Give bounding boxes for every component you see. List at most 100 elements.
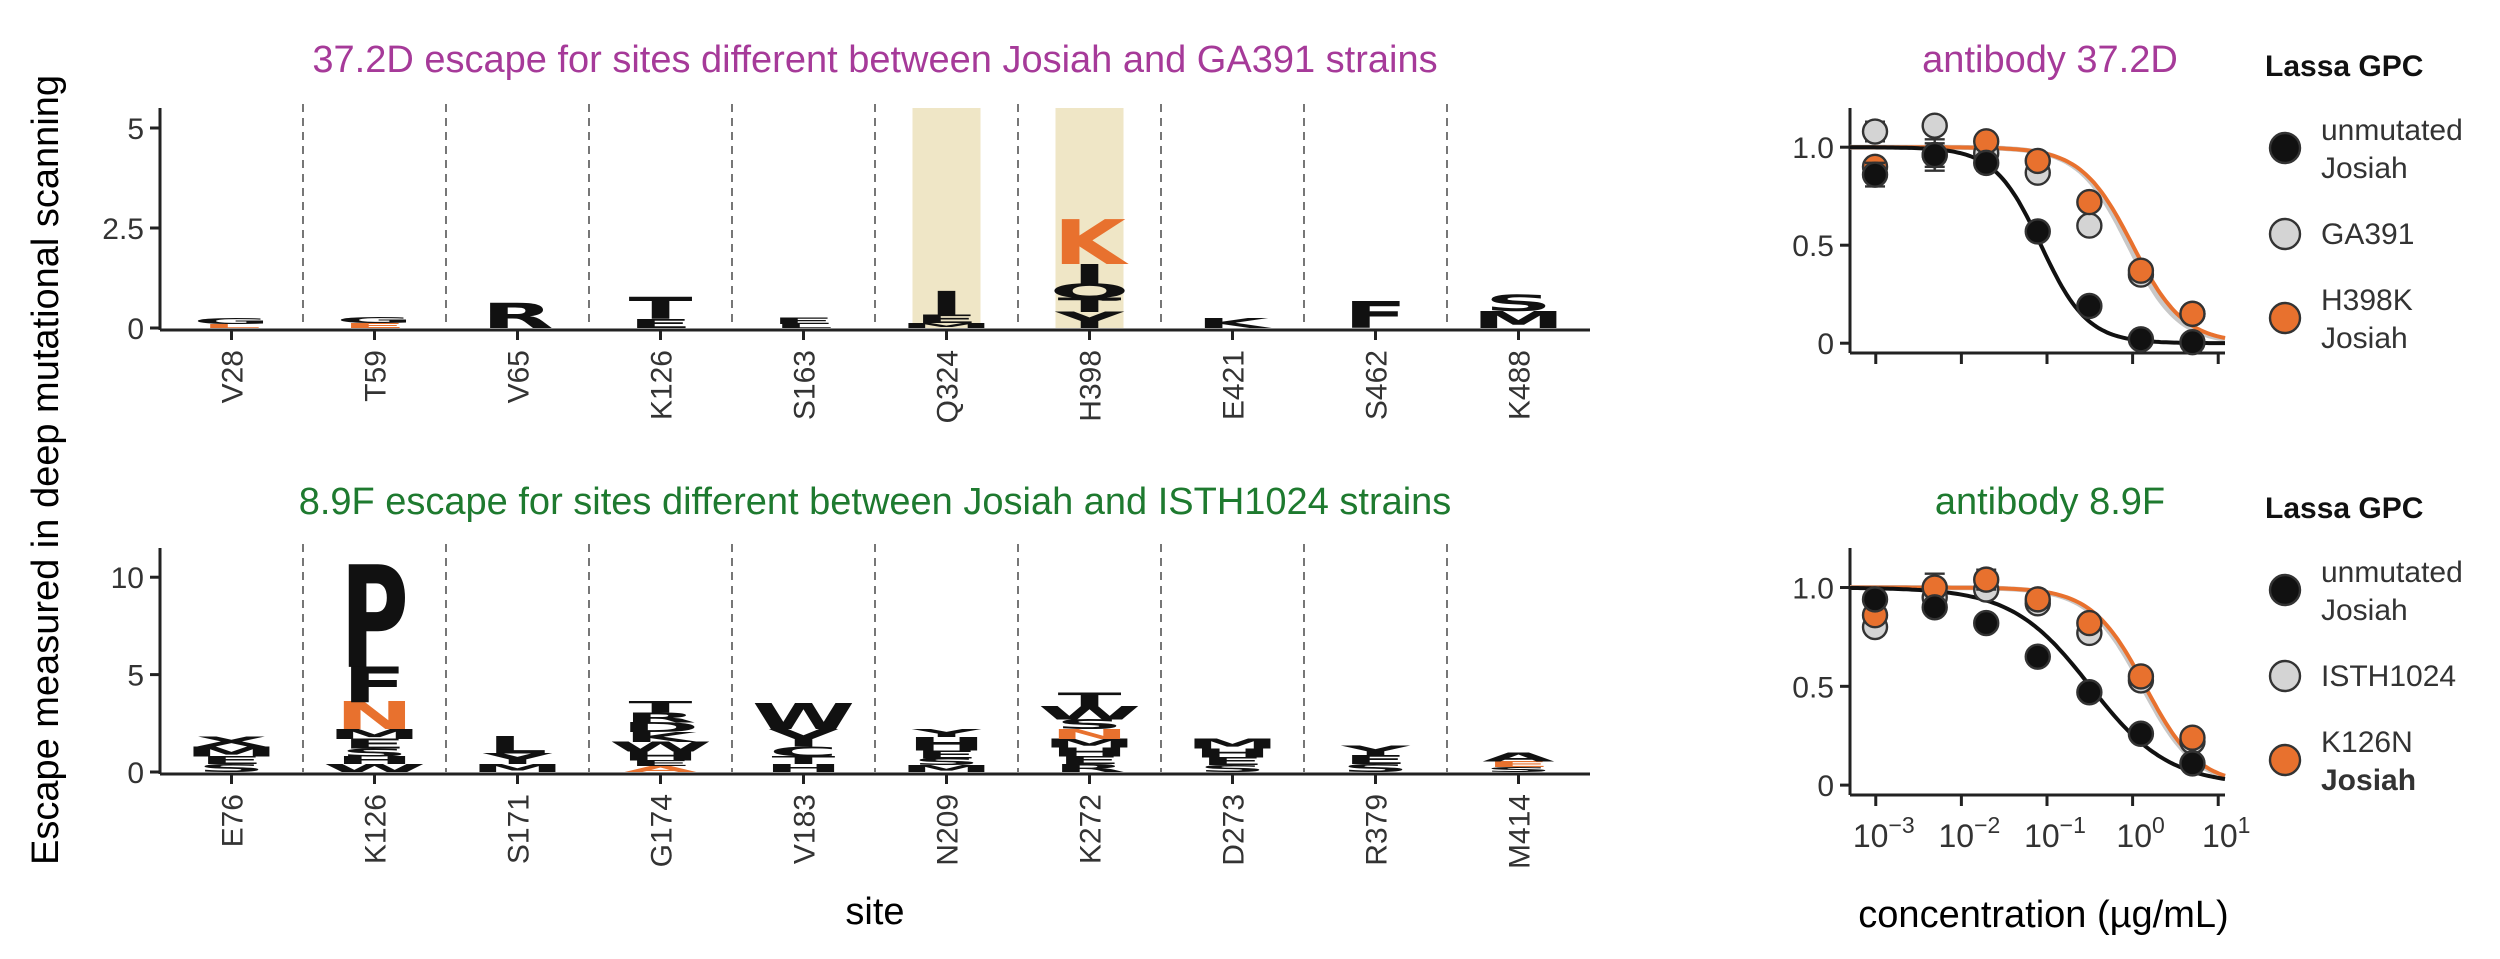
legend-label: Josiah (2321, 322, 2408, 355)
logo-letter: F (343, 657, 407, 714)
legend-title: Lassa GPC (2265, 50, 2423, 83)
logo-letter: S (341, 746, 408, 759)
data-point (1973, 566, 2000, 593)
logo-letter: W (323, 762, 426, 775)
logo-letter: W (1038, 702, 1141, 724)
logo-letter: H (335, 754, 413, 767)
logo-letter: E (915, 748, 979, 761)
panel-title: 37.2D escape for sites different between… (312, 39, 1437, 81)
legend-label: ISTH1024 (2321, 660, 2456, 693)
x-tick-exponent: −3 (1888, 812, 1914, 838)
logo-letter: S (1056, 717, 1123, 733)
logo-letter: G (193, 317, 270, 326)
site-label: N209 (932, 794, 965, 866)
data-point (2024, 643, 2051, 670)
x-tick-label: 10−3 (1853, 812, 1915, 854)
logo-letter: S (1199, 763, 1266, 774)
x-tick-label: 10−1 (2024, 812, 2086, 854)
logo-letter: T (629, 698, 693, 717)
data-point (2024, 147, 2051, 175)
data-point (2127, 720, 2155, 747)
y-tick-label: 5 (127, 660, 144, 693)
y-tick-label: 5 (127, 113, 144, 146)
x-tick-base: 10 (1938, 818, 1974, 854)
site-label: K272 (1075, 794, 1108, 864)
site-label: D273 (1218, 794, 1251, 866)
data-point (1921, 594, 1948, 621)
logo-letter: T (1058, 688, 1122, 710)
logo-letter: N (1050, 726, 1128, 742)
y-tick-label: 0 (127, 757, 144, 790)
x-tick-exponent: −1 (2060, 812, 2086, 838)
site-label: K126 (360, 794, 393, 864)
y-tick-label: 0.5 (1792, 230, 1834, 263)
logo-letter: K (624, 729, 700, 745)
logo-letter: T (772, 754, 837, 767)
logo-letter: E (772, 316, 836, 326)
x-tick-base: 10 (1853, 818, 1889, 854)
data-point (1861, 586, 1889, 613)
site-label: S171 (503, 794, 536, 864)
logo-letter: N (335, 694, 413, 738)
legend-label: Josiah (2321, 594, 2408, 627)
logo-letter: Q (1050, 280, 1130, 303)
logo-letter: Y (1340, 743, 1411, 759)
legend-swatch (2268, 659, 2302, 693)
site-label: T59 (360, 350, 393, 402)
fit-curve-0 (1849, 585, 2226, 781)
data-point (1973, 609, 2000, 637)
neutralization-panel-37-2d: antibody 37.2D 0 0.5 1.0 Lassa GPC unmutated J… (1792, 39, 2463, 364)
data-point (1973, 149, 2000, 177)
logo-letter: E (1487, 760, 1551, 770)
logo-letter: C (769, 744, 838, 760)
x-tick-label: 101 (2202, 812, 2250, 854)
site-label: K488 (1504, 350, 1537, 420)
x-tick-exponent: 0 (2152, 812, 2165, 838)
data-point (1861, 161, 1889, 188)
x-tick-exponent: −2 (1974, 812, 2000, 838)
logo-letter: E (200, 754, 264, 767)
logo-letter: M (471, 762, 564, 775)
logo-letter: M (1043, 736, 1136, 750)
legend-label: K126N (2321, 726, 2413, 759)
logo-letter: M (900, 322, 993, 330)
data-point (2076, 212, 2103, 239)
data-point (2127, 257, 2155, 284)
logo-letter: S (198, 762, 265, 775)
logo-letter: K (1196, 316, 1272, 332)
logo-letter: H (621, 749, 699, 763)
data-point (2179, 300, 2206, 327)
y-tick-label: 10 (111, 562, 144, 595)
legend-swatch (2268, 301, 2302, 335)
site-label: V183 (789, 794, 822, 864)
panel-title: antibody 37.2D (1922, 39, 2178, 81)
logo-letter: L (202, 323, 262, 330)
data-point (1921, 141, 1948, 169)
y-tick-label: 1.0 (1792, 573, 1834, 606)
data-point (2127, 663, 2155, 690)
logo-panel-37-2d: 37.2D escape for sites different between… (102, 39, 1590, 423)
logo-letter: M (900, 763, 993, 774)
data-point (2179, 329, 2206, 356)
panel-title: 8.9F escape for sites different between … (299, 481, 1452, 523)
logo-letter: Y (911, 727, 981, 740)
data-point (2076, 609, 2103, 637)
data-point (2024, 218, 2051, 245)
logo-letter: S (1485, 291, 1552, 317)
data-point (2024, 586, 2051, 613)
logo-letter: A (624, 764, 697, 774)
x-tick-base: 10 (2116, 818, 2152, 854)
site-label: S462 (1361, 350, 1394, 420)
data-point (1921, 112, 1948, 139)
site-label: S163 (789, 350, 822, 420)
logo-letter: X (195, 734, 267, 750)
site-label: V28 (217, 350, 250, 403)
logo-letter: S (913, 756, 980, 767)
legend-swatch (2268, 743, 2302, 777)
logo-letter: L (774, 323, 834, 330)
logo-letter: L (488, 731, 548, 759)
legend-label: H398K (2321, 284, 2413, 317)
data-point (2179, 724, 2206, 751)
legend-label: GA391 (2321, 218, 2414, 251)
logo-letter: A (1482, 750, 1555, 764)
